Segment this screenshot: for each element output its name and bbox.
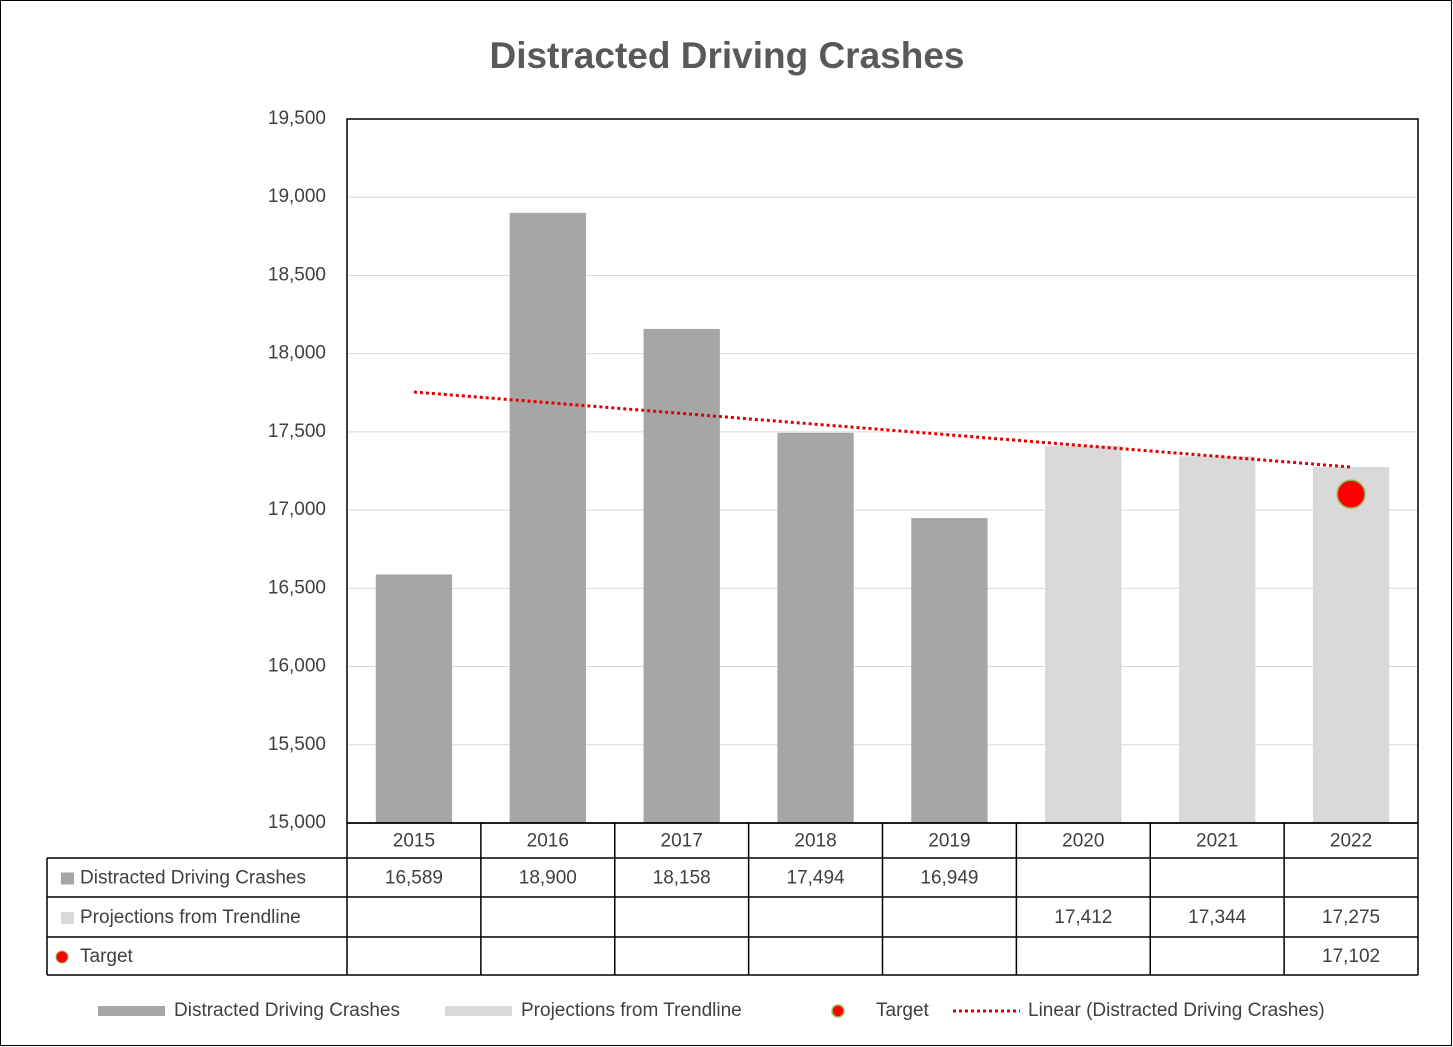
table-value: 16,589: [385, 868, 443, 889]
bar: [509, 212, 586, 823]
y-tick-label: 16,000: [268, 656, 326, 677]
bar: [1045, 445, 1122, 823]
trendline: [413, 390, 1352, 469]
table-row-label: Projections from Trendline: [80, 907, 301, 928]
y-tick-label: 18,000: [268, 343, 326, 364]
legend-key: [55, 950, 69, 964]
x-tick-label: 2018: [794, 831, 836, 852]
y-tick-label: 17,000: [268, 499, 326, 520]
legend-key: [445, 1006, 512, 1016]
bar: [375, 574, 453, 823]
x-tick-label: 2022: [1330, 831, 1372, 852]
legend-key: [831, 1004, 845, 1018]
x-tick-label: 2021: [1196, 831, 1238, 852]
bar: [643, 328, 720, 823]
y-tick-label: 15,000: [268, 812, 326, 833]
table-value: 18,158: [653, 868, 711, 889]
table-row-label: Target: [80, 946, 134, 967]
bar: [911, 518, 988, 823]
y-tick-label: 17,500: [268, 421, 326, 442]
target-marker: [1336, 479, 1366, 509]
table-value: 17,494: [787, 868, 846, 889]
legend-key: [61, 872, 74, 885]
x-tick-label: 2020: [1062, 831, 1104, 852]
bar: [1179, 456, 1256, 823]
legend-label: Target: [876, 1000, 930, 1021]
y-tick-label: 16,500: [268, 577, 326, 598]
table-value: 17,275: [1322, 907, 1380, 928]
legend-label: Distracted Driving Crashes: [174, 1000, 400, 1021]
table-value: 17,102: [1322, 946, 1380, 967]
y-tick-label: 15,500: [268, 734, 326, 755]
table-value: 16,949: [920, 868, 978, 889]
x-tick-label: 2019: [928, 831, 970, 852]
legend-key: [61, 912, 74, 924]
table-value: 17,344: [1188, 907, 1247, 928]
chart-title: Distracted Driving Crashes: [489, 35, 964, 76]
table-value: 17,412: [1054, 907, 1112, 928]
y-tick-label: 19,500: [268, 108, 326, 129]
x-tick-label: 2015: [393, 831, 435, 852]
table-value: 18,900: [519, 868, 577, 889]
x-tick-label: 2017: [661, 831, 703, 852]
y-tick-label: 18,500: [268, 264, 326, 285]
legend-label: Projections from Trendline: [521, 1000, 742, 1021]
table-row-label: Distracted Driving Crashes: [80, 868, 306, 889]
bar: [1312, 467, 1390, 823]
y-tick-label: 19,000: [268, 186, 326, 207]
x-tick-label: 2016: [527, 831, 569, 852]
legend-key: [98, 1006, 165, 1016]
bar: [777, 432, 854, 823]
legend-label: Linear (Distracted Driving Crashes): [1028, 1000, 1325, 1021]
